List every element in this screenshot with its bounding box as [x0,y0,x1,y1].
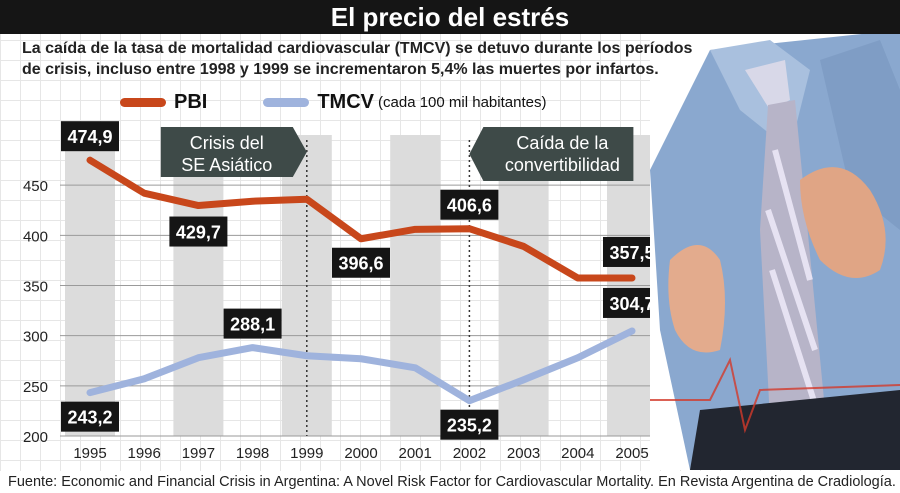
data-label-box-pbi [169,216,228,247]
y-tick-label: 250 [23,379,48,396]
annotation-text: convertibilidad [505,155,620,175]
data-label-tmcv: 235,2 [447,416,492,436]
legend-tmcv-label: TMCV [317,90,375,113]
page-title: El precio del estrés [0,0,900,34]
x-tick-label: 2002 [453,445,486,462]
legend-tmcv-note: (cada 100 mil habitantes) [378,93,547,111]
x-tick-label: 1996 [128,445,161,462]
data-label-tmcv: 304,7 [609,294,654,314]
data-label-pbi: 396,6 [338,254,383,274]
data-label-box-tmcv [440,409,499,440]
legend-pbi-swatch [120,97,166,107]
legend-pbi-label: PBI [174,90,208,113]
x-tick-label: 1995 [73,445,106,462]
data-label-tmcv: 288,1 [230,315,275,335]
stressed-man-photo [650,30,900,470]
annotation-text: Caída de la [516,133,609,153]
series-line-pbi [86,156,636,282]
data-label-box-tmcv [61,401,119,432]
annotation-text: SE Asiático [181,155,272,175]
legend-tmcv-swatch [263,97,310,107]
data-label-box-pbi [332,247,390,278]
y-tick-label: 200 [23,429,48,446]
annotation-box [160,127,307,177]
data-label-pbi: 357,5 [609,243,654,263]
x-tick-label: 1998 [236,445,269,462]
y-tick-label: 300 [23,329,48,346]
y-tick-label: 450 [23,178,48,195]
x-tick-label: 2005 [615,445,648,462]
series-line-tmcv [86,327,636,405]
x-tick-label: 2004 [561,445,594,462]
y-tick-label: 400 [23,228,48,245]
data-label-box-pbi [440,189,499,220]
data-label-box-pbi [61,121,119,152]
data-label-tmcv: 243,2 [67,408,112,428]
annotation-text: Crisis del [190,133,264,153]
chart-subtitle: La caída de la tasa de mortalidad cardio… [22,40,693,78]
legend: PBI TMCV (cada 100 mil habitantes) [120,90,546,114]
x-tick-label: 2000 [344,445,377,462]
data-label-pbi: 406,6 [447,196,492,216]
data-label-pbi: 474,9 [67,127,112,147]
data-label-box-tmcv [223,308,282,339]
y-tick-label: 350 [23,279,48,296]
x-tick-label: 1999 [290,445,323,462]
annotation-box [469,127,634,181]
x-tick-label: 1997 [182,445,215,462]
source-note: Fuente: Economic and Financial Crisis in… [0,471,900,493]
data-label-pbi: 429,7 [176,223,221,243]
x-tick-label: 2003 [507,445,540,462]
x-tick-label: 2001 [399,445,432,462]
